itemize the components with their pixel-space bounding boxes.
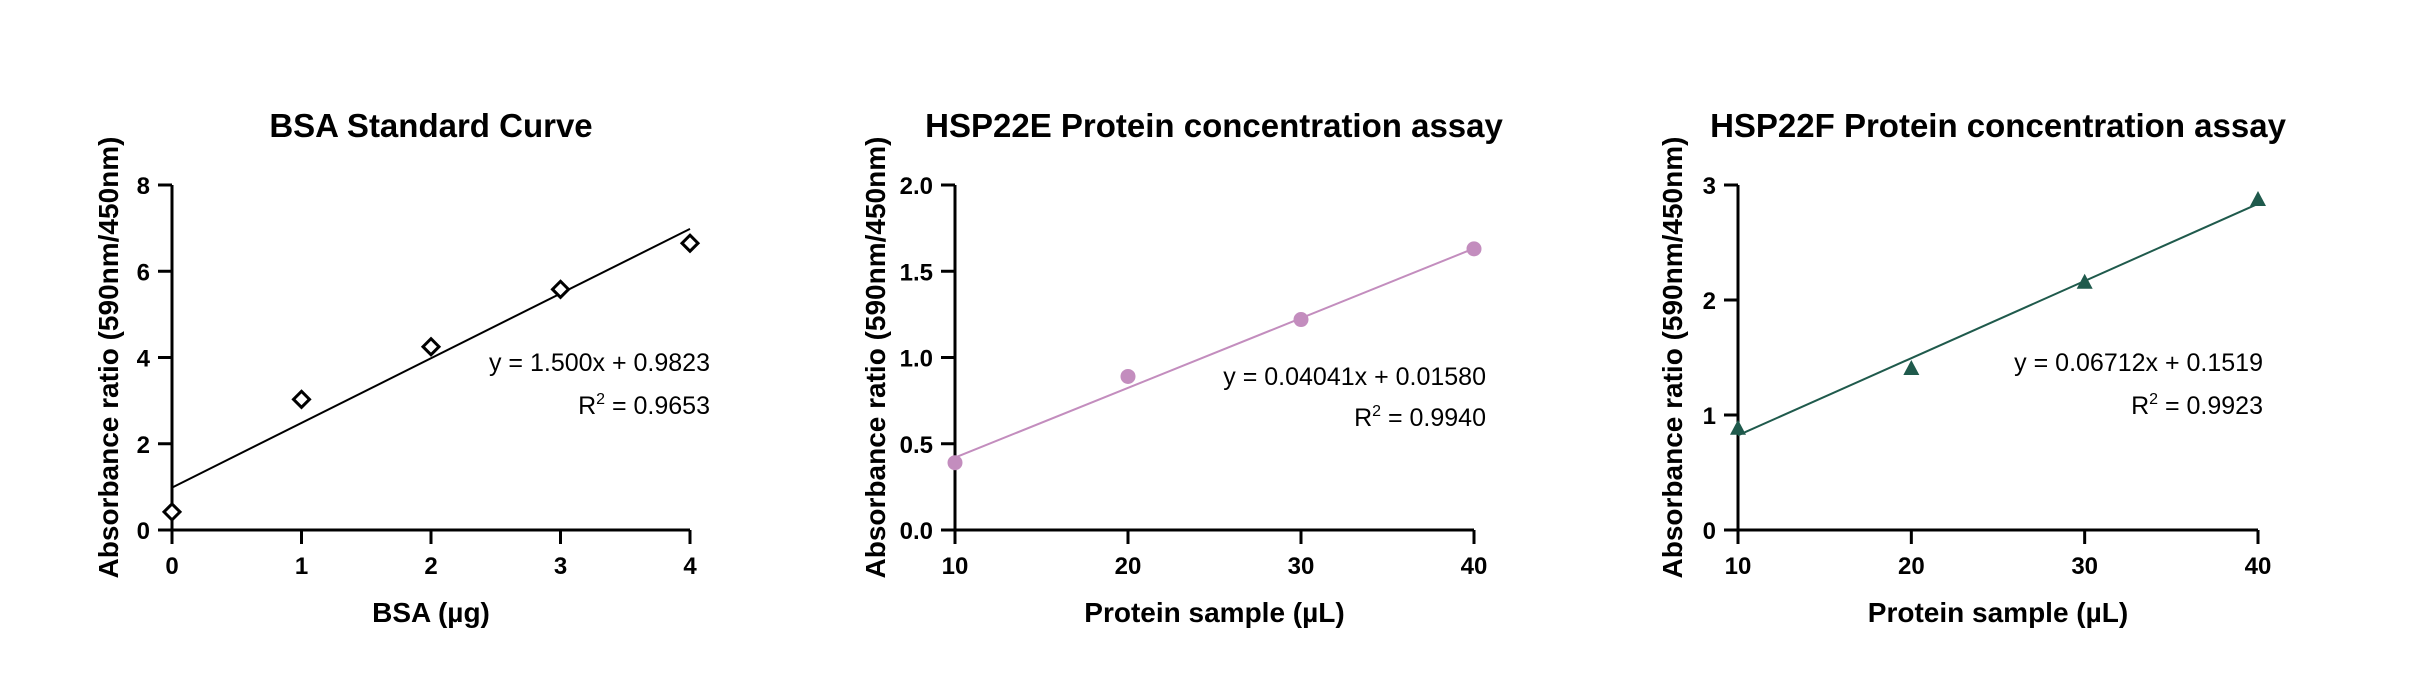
y-tick-label: 3 <box>1703 173 1716 200</box>
regression-equation: y = 0.06712x + 0.1519 <box>2014 349 2263 377</box>
x-tick-label: 4 <box>683 553 697 580</box>
data-point-triangle <box>2076 273 2093 289</box>
data-point-circle <box>947 455 963 471</box>
bsa-standard-curve-panel: BSA Standard Curve 0 1 2 3 4 0 2 4 6 8 BSA (µg) Abso… <box>93 107 710 628</box>
data-point-diamond <box>679 233 701 254</box>
r-squared-value: = 0.9653 <box>605 392 710 420</box>
x-axis-label: Protein sample (µL) <box>1868 597 2128 628</box>
y-tick-label: 8 <box>137 173 150 200</box>
regression-line <box>1737 202 2259 437</box>
x-tick-label: 30 <box>2071 553 2098 580</box>
r-squared-value: = 0.9923 <box>2158 392 2263 420</box>
r-squared-superscript: 2 <box>2149 391 2158 408</box>
r-squared-value: = 0.9940 <box>1381 404 1486 432</box>
y-tick-label: 0.5 <box>900 432 933 459</box>
r-squared-superscript: 2 <box>1372 403 1381 420</box>
r-squared-superscript: 2 <box>596 391 605 408</box>
chart-title: HSP22E Protein concentration assay <box>925 107 1503 144</box>
x-tick-label: 20 <box>1115 553 1142 580</box>
x-tick-label: 3 <box>554 553 567 580</box>
r-squared-prefix: R <box>1354 404 1372 432</box>
y-tick-label: 6 <box>137 259 150 286</box>
r-squared-label: R2 = 0.9923 <box>2131 391 2263 420</box>
chart-title: HSP22F Protein concentration assay <box>1710 107 2287 144</box>
r-squared-prefix: R <box>2131 392 2149 420</box>
y-tick-label: 1.0 <box>900 346 933 373</box>
x-axis-label: Protein sample (µL) <box>1084 597 1344 628</box>
data-point-diamond <box>291 389 312 410</box>
r-squared-prefix: R <box>578 392 596 420</box>
y-tick-label: 2.0 <box>900 173 933 200</box>
y-tick-label: 4 <box>137 346 151 373</box>
data-point-triangle <box>1730 419 1746 435</box>
data-point-circle <box>1466 241 1482 257</box>
y-axis-label: Absorbance ratio (590nm/450nm) <box>860 137 891 579</box>
y-axis-label: Absorbance ratio (590nm/450nm) <box>1657 137 1688 579</box>
x-tick-label: 2 <box>424 553 437 580</box>
x-tick-label: 30 <box>1288 553 1315 580</box>
y-axis-label: Absorbance ratio (590nm/450nm) <box>93 137 124 579</box>
x-tick-label: 40 <box>1461 553 1488 580</box>
y-tick-label: 0.0 <box>900 518 933 545</box>
data-point-circle <box>1293 312 1309 328</box>
x-tick-label: 0 <box>165 553 178 580</box>
r-squared-label: R2 = 0.9653 <box>578 391 710 420</box>
y-tick-label: 1 <box>1703 403 1716 430</box>
data-point-diamond <box>420 336 442 357</box>
y-tick-label: 1.5 <box>900 259 933 286</box>
x-axis-label: BSA (µg) <box>372 597 490 628</box>
x-tick-label: 40 <box>2245 553 2272 580</box>
y-tick-label: 0 <box>137 518 150 545</box>
chart-title: BSA Standard Curve <box>269 107 592 144</box>
r-squared-label: R2 = 0.9940 <box>1354 403 1486 432</box>
regression-equation: y = 1.500x + 0.9823 <box>489 349 710 377</box>
x-tick-label: 10 <box>1725 553 1752 580</box>
data-point-triangle <box>2250 190 2266 206</box>
y-tick-label: 0 <box>1703 518 1716 545</box>
regression-line <box>171 227 691 489</box>
regression-line <box>954 247 1475 459</box>
data-point-circle <box>1120 368 1136 384</box>
data-point-triangle <box>1903 360 1920 375</box>
y-tick-label: 2 <box>1703 288 1716 315</box>
hsp22e-assay-panel: HSP22E Protein concentration assay 10 20 30… <box>860 107 1503 628</box>
x-tick-label: 1 <box>295 553 308 580</box>
y-tick-label: 2 <box>137 432 150 459</box>
x-tick-label: 10 <box>942 553 969 580</box>
x-tick-label: 20 <box>1898 553 1925 580</box>
data-point-diamond <box>550 279 571 300</box>
data-point-diamond <box>161 501 183 523</box>
regression-equation: y = 0.04041x + 0.01580 <box>1223 363 1486 391</box>
